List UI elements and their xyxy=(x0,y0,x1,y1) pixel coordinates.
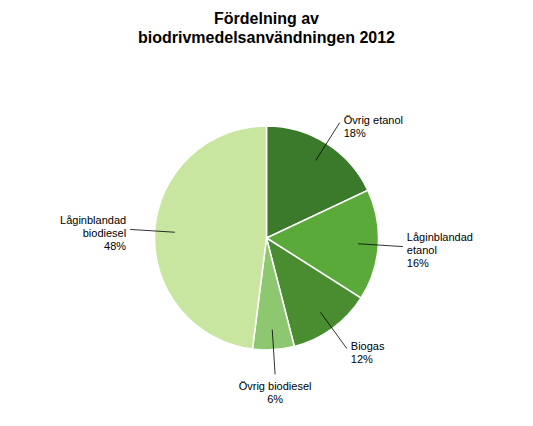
leader-line xyxy=(358,244,403,247)
leader-line xyxy=(130,229,175,232)
slice-label: Övrig etanol18% xyxy=(344,114,403,139)
labels: Övrig etanol18% Låginblandadetanol16% Biog… xyxy=(60,114,473,406)
leader-line xyxy=(316,123,340,161)
slice-label: Övrig biodiesel6% xyxy=(239,380,312,405)
slice-label: Biogas12% xyxy=(351,340,385,365)
leader-line xyxy=(272,330,275,375)
pie xyxy=(154,126,378,350)
chart: Fördelning avbiodrivmedelsanvändningen 2… xyxy=(0,0,533,426)
title: Fördelning avbiodrivmedelsanvändningen 2… xyxy=(138,10,395,46)
slice-label: Låginblandadetanol16% xyxy=(407,231,473,269)
leader-line xyxy=(320,312,346,348)
slice xyxy=(154,126,266,349)
slice-label: Låginblandadbiodiesel48% xyxy=(60,214,126,252)
